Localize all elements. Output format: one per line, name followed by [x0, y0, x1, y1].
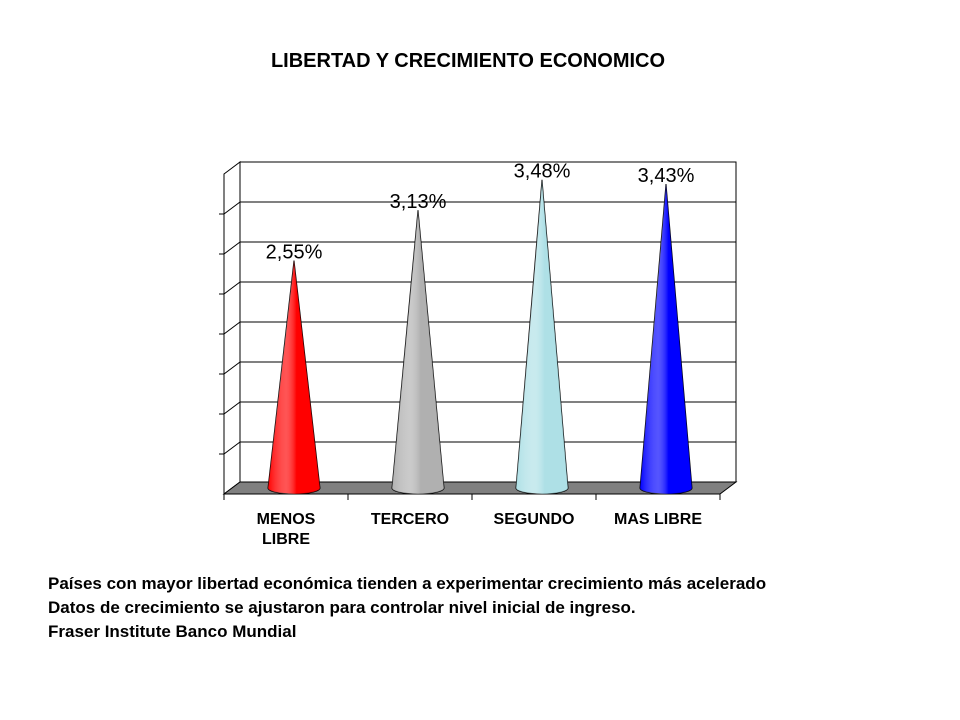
gridline-side: [223, 361, 241, 375]
bars: [267, 179, 693, 495]
gridline-side: [223, 281, 241, 295]
bar: [267, 260, 321, 495]
chart-floor: [222, 481, 738, 500]
gridline-side: [223, 321, 241, 335]
note-line-2: Datos de crecimiento se ajustaron para c…: [48, 598, 636, 617]
bar: [515, 179, 569, 495]
cone-shading: [640, 184, 692, 494]
floor: [222, 481, 738, 495]
category-label: SEGUNDO: [494, 511, 575, 528]
data-label: 3,43%: [638, 165, 695, 187]
chart-title: LIBERTAD Y CRECIMIENTO ECONOMICO: [270, 50, 666, 72]
gridline-side: [223, 201, 241, 215]
category-label: TERCERO: [371, 511, 449, 528]
data-label: 3,13%: [390, 191, 447, 213]
bar: [391, 210, 445, 495]
gridline-side: [223, 401, 241, 415]
notes: Países con mayor libertad económica tien…: [48, 572, 766, 644]
category-label: MENOS LIBRE: [257, 511, 316, 548]
data-label: 3,48%: [514, 161, 571, 183]
cone-shading: [516, 179, 568, 495]
data-label: 2,55%: [266, 242, 323, 264]
category-labels: MENOS LIBRE TERCERO SEGUNDO MAS LIBRE: [257, 511, 703, 548]
category-label: MAS LIBRE: [614, 511, 702, 528]
bar: [639, 184, 693, 495]
gridline-side: [223, 441, 241, 455]
note-source: Fraser Institute Banco Mundial: [48, 622, 297, 641]
note-line-1: Países con mayor libertad económica tien…: [48, 574, 767, 593]
gridline-side: [223, 241, 241, 255]
data-labels: 2,55% 3,13% 3,48% 3,43%: [266, 161, 695, 264]
cone-shading: [268, 260, 320, 494]
cone-shading: [392, 210, 444, 494]
